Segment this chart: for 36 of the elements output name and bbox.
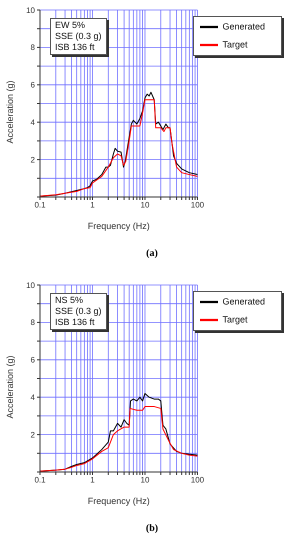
x-tick-label: 100 [190,200,205,210]
y-tick-label: 4 [30,118,36,128]
y-tick-label: 10 [26,280,36,290]
legend-label: Target [222,314,248,324]
x-tick-label: 10 [140,476,150,485]
y-tick-label: 6 [30,356,36,365]
legend-label: Target [222,39,248,50]
note-box: EW 5% SSE (0.3 g) ISB 136 ft [50,18,107,55]
annotation: EW 5% [55,20,86,31]
annotation: SSE (0.3 g) [55,306,102,317]
legend-label: Generated [222,21,265,32]
text: (b) [144,523,160,534]
y-tick-label: 10 [26,6,36,15]
x-tick-label: 100 [190,476,205,485]
legend-label: Generated [222,296,265,306]
annotation: ISB 136 ft [55,42,96,53]
x-axis-title: Frequency (Hz) [88,221,150,231]
x-tick-label: 0.1 [34,200,46,210]
x-tick-label: 1 [90,476,96,485]
x-tick-label: 10 [140,200,150,210]
note-box: NS 5% SSE (0.3 g) ISB 136 ft [50,293,107,330]
annotation: NS 5% [55,295,84,306]
x-tick-label: 1 [90,200,96,210]
y-axis-title: Acceleration (g) [5,355,16,418]
y-axis-title: Acceleration (g) [5,80,16,144]
annotation: SSE (0.3 g) [55,31,102,42]
x-tick-label: 0.1 [34,476,46,485]
text: (a) [145,248,159,259]
annotation: ISB 136 ft [55,317,96,328]
y-tick-label: 4 [30,393,36,402]
y-tick-label: 8 [30,43,36,52]
y-tick-label: 8 [30,318,36,328]
y-tick-label: 2 [30,155,36,164]
y-tick-label: 2 [30,430,36,440]
x-axis-title: Frequency (Hz) [88,496,150,506]
y-tick-label: 6 [30,80,36,90]
